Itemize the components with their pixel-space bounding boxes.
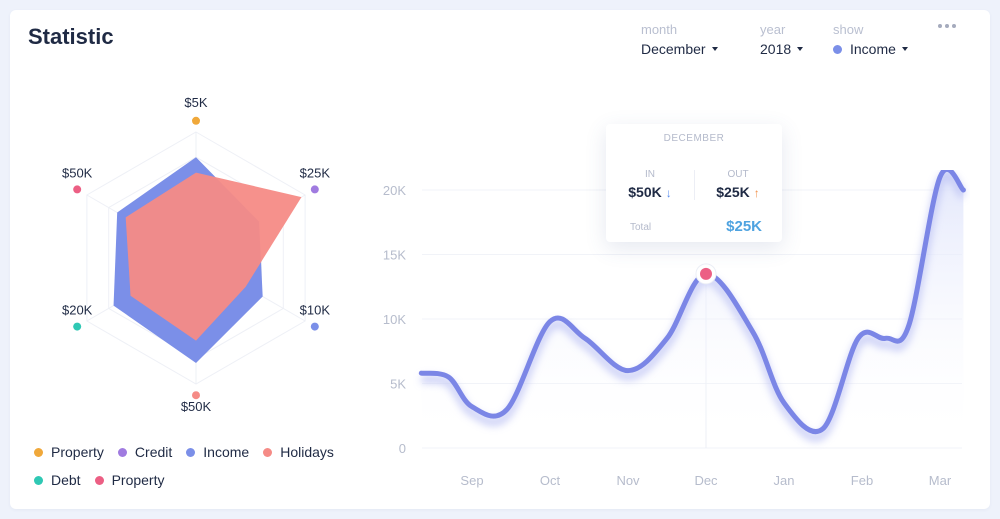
y-tick-label: 5K xyxy=(390,377,406,392)
tooltip-in-label: IN xyxy=(645,169,655,180)
radar-axis-label: $50K xyxy=(62,165,93,180)
radar-axis-label: $50K xyxy=(181,399,212,414)
x-tick-label: Dec xyxy=(694,473,718,488)
tooltip-total-value: $25K xyxy=(726,218,762,235)
year-select[interactable]: year 2018 xyxy=(760,22,804,57)
show-value: Income xyxy=(850,41,896,57)
legend-row-1: Property Credit Income Holidays xyxy=(34,444,334,460)
income-area xyxy=(421,170,964,448)
chevron-down-icon xyxy=(901,47,908,51)
y-tick-label: 0 xyxy=(399,441,406,456)
legend-item-property[interactable]: Property xyxy=(34,444,104,460)
month-value: December xyxy=(641,41,706,57)
radar-axis-dot xyxy=(310,185,319,194)
radar-axis-dot xyxy=(73,322,82,331)
y-tick-label: 15K xyxy=(383,248,406,263)
page-title: Statistic xyxy=(28,24,114,49)
legend-dot xyxy=(34,475,43,485)
legend-dot xyxy=(34,447,43,457)
arrow-down-icon: ↓ xyxy=(665,186,672,200)
legend-item-debt[interactable]: Debt xyxy=(34,472,81,488)
show-label: show xyxy=(833,22,864,37)
year-value: 2018 xyxy=(760,41,792,57)
x-tick-label: Mar xyxy=(929,473,952,488)
y-tick-label: 10K xyxy=(383,312,406,327)
legend-item-holidays[interactable]: Holidays xyxy=(263,444,334,460)
month-label: month xyxy=(641,22,678,37)
y-tick-label: 20K xyxy=(383,183,406,198)
x-tick-label: Nov xyxy=(616,473,640,488)
legend-row-2: Debt Property xyxy=(34,472,165,488)
month-select[interactable]: month December xyxy=(641,22,718,57)
legend-item-property-2[interactable]: Property xyxy=(94,472,165,488)
income-line-shadow xyxy=(420,171,967,442)
income-dot-icon xyxy=(833,44,842,54)
income-line-chart: 0 5K 10K 15K 20K Sep Oct Nov Dec Jan Feb Mar xyxy=(383,170,967,488)
legend-dot xyxy=(263,447,273,457)
legend-item-income[interactable]: Income xyxy=(186,444,249,460)
radar-axis-dot xyxy=(310,322,319,331)
legend-dot xyxy=(94,475,104,485)
legend-dot xyxy=(186,447,196,457)
radar-chart: $5K $25K $10K $50K $20K $50K xyxy=(62,95,331,414)
chevron-down-icon xyxy=(797,47,804,51)
radar-axis-dot xyxy=(192,391,200,400)
radar-axis-dot xyxy=(73,185,82,194)
radar-area-holidays xyxy=(125,172,302,341)
radar-axis-dot xyxy=(192,116,200,125)
highlight-point xyxy=(700,267,712,280)
radar-axis-label: $10K xyxy=(300,303,331,318)
tooltip-out-value: $25K xyxy=(716,184,750,200)
x-tick-label: Oct xyxy=(540,473,561,488)
legend-item-credit[interactable]: Credit xyxy=(117,444,172,460)
x-tick-label: Jan xyxy=(774,473,795,488)
year-label: year xyxy=(760,22,786,37)
tooltip-total-label: Total xyxy=(630,222,652,233)
chart-tooltip: DECEMBER IN $50K ↓ OUT $25K ↑ Total $25K xyxy=(606,124,782,242)
radar-axis-label: $5K xyxy=(184,95,207,110)
tooltip-out-label: OUT xyxy=(727,169,749,180)
more-options-icon[interactable] xyxy=(934,20,960,32)
chevron-down-icon xyxy=(711,47,718,51)
tooltip-in-value: $50K xyxy=(628,184,662,200)
tooltip-month: DECEMBER xyxy=(663,133,725,144)
show-select[interactable]: show Income xyxy=(833,22,908,57)
radar-axis-label: $25K xyxy=(300,165,331,180)
arrow-up-icon: ↑ xyxy=(753,186,760,200)
radar-axis-label: $20K xyxy=(62,303,93,318)
x-tick-label: Feb xyxy=(851,473,873,488)
tooltip-divider xyxy=(694,170,695,200)
x-tick-label: Sep xyxy=(460,473,483,488)
legend-dot xyxy=(117,447,127,457)
